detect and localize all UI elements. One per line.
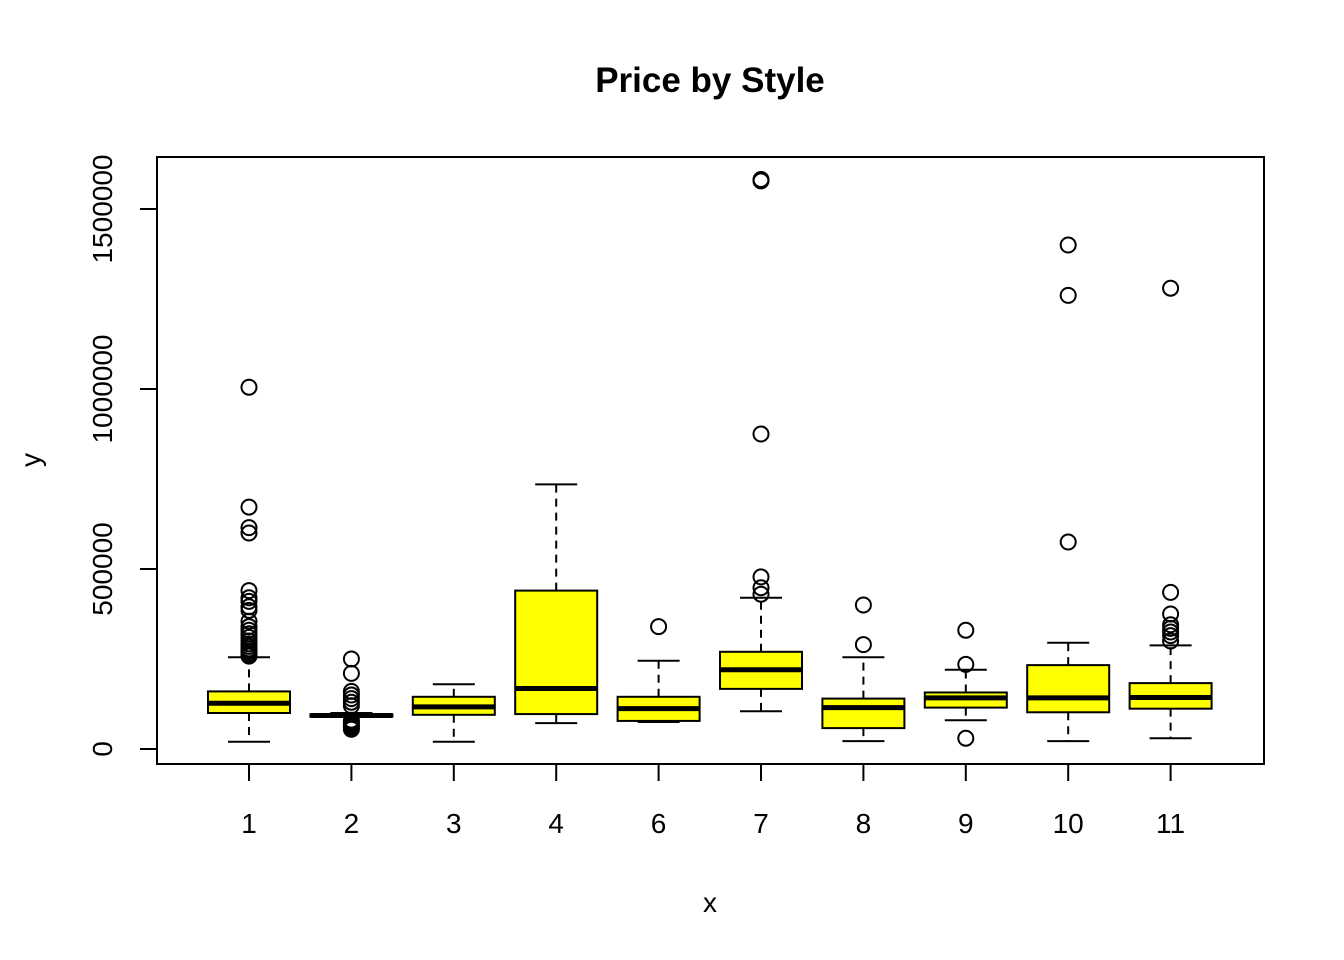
outlier-point (1059, 286, 1077, 304)
outlier-point (957, 621, 975, 639)
outlier-point (752, 172, 770, 190)
box-iqr (514, 589, 599, 716)
x-tick-label: 8 (856, 808, 872, 839)
y-axis: 0 500000 1000000 1500000 (87, 154, 158, 757)
outlier-point (650, 618, 668, 636)
outlier-point (240, 524, 258, 542)
outlier-point (752, 425, 770, 443)
y-axis-label: y (15, 453, 46, 467)
outlier-point (752, 585, 770, 603)
box-group-10 (1026, 236, 1111, 743)
outlier-point (1162, 279, 1180, 297)
outlier-point (342, 650, 360, 668)
box-group-2 (309, 650, 394, 738)
y-tick-label: 0 (87, 741, 118, 757)
outlier-point (957, 655, 975, 673)
y-tick-label: 500000 (87, 522, 118, 615)
outlier-point (1059, 533, 1077, 551)
box-group-11 (1128, 279, 1213, 740)
outlier-point (1162, 632, 1180, 650)
boxes-layer (207, 170, 1213, 747)
x-axis: 1 2 3 4 6 7 8 9 10 11 (241, 763, 1185, 839)
outlier-point (854, 596, 872, 614)
outlier-point (1059, 236, 1077, 254)
x-tick-label: 3 (446, 808, 462, 839)
outlier-point (240, 582, 258, 600)
y-tick-label: 1000000 (87, 334, 118, 443)
x-tick-label: 10 (1053, 808, 1084, 839)
x-tick-label: 4 (548, 808, 564, 839)
box-group-9 (923, 621, 1008, 747)
outlier-point (240, 601, 258, 619)
box-group-7 (719, 170, 803, 713)
x-tick-label: 6 (651, 808, 667, 839)
outlier-point (1162, 583, 1180, 601)
outlier-point (240, 378, 258, 396)
box-group-8 (821, 596, 906, 743)
outlier-point (342, 720, 360, 738)
box-iqr (1026, 664, 1111, 714)
outlier-point (240, 647, 258, 665)
outlier-point (240, 612, 258, 630)
outlier-point (854, 636, 872, 654)
outlier-point (240, 592, 258, 610)
x-tick-label: 7 (753, 808, 769, 839)
outlier-point (752, 579, 770, 597)
outlier-point (1162, 627, 1180, 645)
y-tick-label: 1500000 (87, 154, 118, 263)
box-group-4 (514, 483, 599, 725)
outlier-point (752, 568, 770, 586)
outlier-point (342, 664, 360, 682)
x-tick-label: 9 (958, 808, 974, 839)
chart-title: Price by Style (595, 61, 825, 100)
box-group-6 (616, 618, 701, 723)
outlier-point (240, 498, 258, 516)
box-iqr (821, 697, 906, 730)
x-tick-label: 2 (344, 808, 360, 839)
outlier-point (240, 519, 258, 537)
box-group-1 (207, 378, 291, 743)
x-axis-label: x (703, 887, 717, 918)
x-tick-label: 1 (241, 808, 257, 839)
x-tick-label: 11 (1156, 808, 1185, 839)
outlier-point (957, 729, 975, 747)
box-group-3 (411, 683, 496, 743)
